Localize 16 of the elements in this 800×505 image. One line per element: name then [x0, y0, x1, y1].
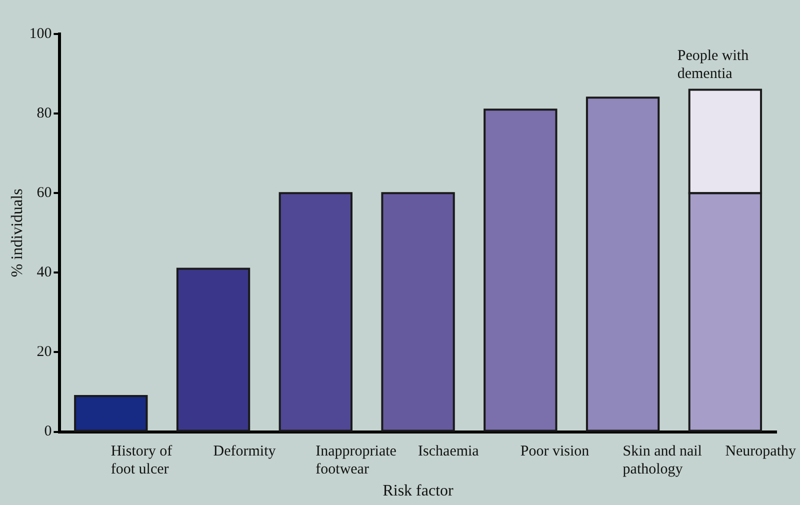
y-axis-title: % individuals: [8, 188, 26, 278]
x-tick-label: Skin and nail pathology: [622, 444, 702, 478]
y-tick-label: 0: [44, 424, 52, 440]
x-tick-label: Poor vision: [520, 444, 590, 460]
x-axis-title: Risk factor: [382, 482, 454, 500]
x-tick-label: Neuropathy: [725, 444, 796, 460]
y-tick-label: 20: [36, 344, 52, 360]
y-tick-label: 60: [36, 185, 52, 202]
x-tick-label: Deformity: [213, 444, 276, 460]
y-tick-label: 40: [36, 264, 52, 281]
x-tick-label: Ischaemia: [418, 444, 480, 460]
x-tick-label: History of foot ulcer: [110, 444, 172, 478]
y-tick-label: 80: [36, 105, 52, 122]
y-tick-label: 100: [29, 26, 52, 42]
annotation: People with dementia: [677, 48, 750, 82]
x-tick-label: Inappropriate footwear: [316, 444, 397, 478]
